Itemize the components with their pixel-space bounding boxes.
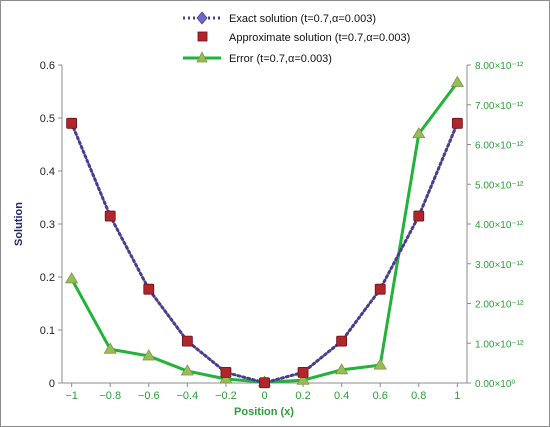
x-tick-label: 1	[454, 390, 460, 402]
x-tick-label: −0.8	[99, 390, 121, 402]
right-tick-label: 2.00×10⁻¹²	[475, 300, 524, 311]
error-point	[373, 358, 387, 370]
x-tick-label: 0.2	[295, 390, 310, 402]
left-axis-ticks: 0 0.1 0.2 0.3 0.4 0.5 0.6	[40, 60, 62, 390]
approximate-point	[66, 117, 78, 129]
approximate-point	[181, 335, 193, 347]
error-point	[296, 373, 310, 385]
legend-swatch-error-marker	[196, 51, 208, 63]
error-point	[142, 349, 156, 361]
legend-label-approximate: Approximate solution (t=0.7,α=0.003)	[229, 32, 410, 44]
error-point	[335, 363, 349, 375]
right-tick-label: 3.00×10⁻¹²	[475, 260, 524, 271]
series-approximate	[66, 117, 463, 389]
legend-swatch-exact-marker	[196, 11, 208, 25]
right-tick-label: 7.00×10⁻¹²	[475, 101, 524, 112]
approximate-point	[374, 283, 386, 295]
legend-entry-error: Error (t=0.7,α=0.003)	[183, 51, 332, 65]
approximate-point	[413, 210, 425, 222]
right-tick-label: 6.00×10⁻¹²	[475, 141, 524, 152]
approximate-point	[297, 366, 309, 378]
approximate-point	[259, 377, 270, 389]
x-tick-label: −1	[65, 390, 78, 402]
error-point	[180, 364, 194, 376]
error-point	[65, 272, 79, 284]
approximate-point	[143, 283, 155, 295]
right-tick-label: 1.00×10⁻¹²	[475, 339, 524, 350]
legend-entry-exact: Exact solution (t=0.7,α=0.003)	[183, 11, 376, 25]
series-error	[65, 75, 464, 387]
left-tick-label: 0.1	[40, 325, 55, 337]
left-tick-label: 0	[49, 378, 55, 390]
x-tick-label: 0.6	[373, 390, 388, 402]
left-tick-label: 0.3	[40, 219, 55, 231]
left-tick-label: 0.2	[40, 272, 55, 284]
error-point	[450, 75, 464, 87]
right-tick-label: 5.00×10⁻¹²	[475, 180, 524, 191]
right-tick-label: 8.00×10⁻¹²	[475, 61, 524, 72]
error-line	[70, 81, 459, 384]
x-tick-label: −0.4	[176, 390, 198, 402]
x-tick-label: −0.6	[138, 390, 160, 402]
series-exact	[66, 117, 463, 389]
legend-label-error: Error (t=0.7,α=0.003)	[229, 53, 332, 65]
error-point	[219, 372, 233, 384]
x-axis-ticks: −1 −0.8 −0.6 −0.4 −0.2 0 0.2 0.4 0.6 0.8 1	[65, 383, 460, 402]
x-axis-title: Position (x)	[234, 406, 294, 418]
legend-entry-approximate: Approximate solution (t=0.7,α=0.003)	[197, 31, 410, 44]
approximate-point	[220, 366, 232, 378]
x-tick-label: −0.2	[215, 390, 237, 402]
error-point	[103, 342, 117, 354]
left-tick-label: 0.5	[40, 113, 55, 125]
approximate-point	[336, 335, 348, 347]
legend-label-exact: Exact solution (t=0.7,α=0.003)	[229, 13, 376, 25]
y-axis-title: Solution	[13, 202, 25, 246]
right-tick-label: 0.00×10⁰	[475, 379, 515, 390]
left-tick-label: 0.6	[40, 60, 55, 72]
approximate-point	[104, 210, 116, 222]
right-tick-label: 4.00×10⁻¹²	[475, 220, 524, 231]
exact-line	[70, 121, 459, 385]
legend: Exact solution (t=0.7,α=0.003) Approxima…	[183, 11, 410, 65]
approximate-point	[451, 117, 463, 129]
error-point	[412, 127, 426, 139]
x-tick-label: 0	[261, 390, 267, 402]
left-tick-label: 0.4	[40, 166, 55, 178]
x-tick-label: 0.8	[411, 390, 426, 402]
x-tick-label: 0.4	[334, 390, 349, 402]
right-axis-ticks: 0.00×10⁰ 1.00×10⁻¹² 2.00×10⁻¹² 3.00×10⁻¹² 4.…	[467, 61, 524, 390]
legend-swatch-approximate-marker	[197, 31, 208, 42]
